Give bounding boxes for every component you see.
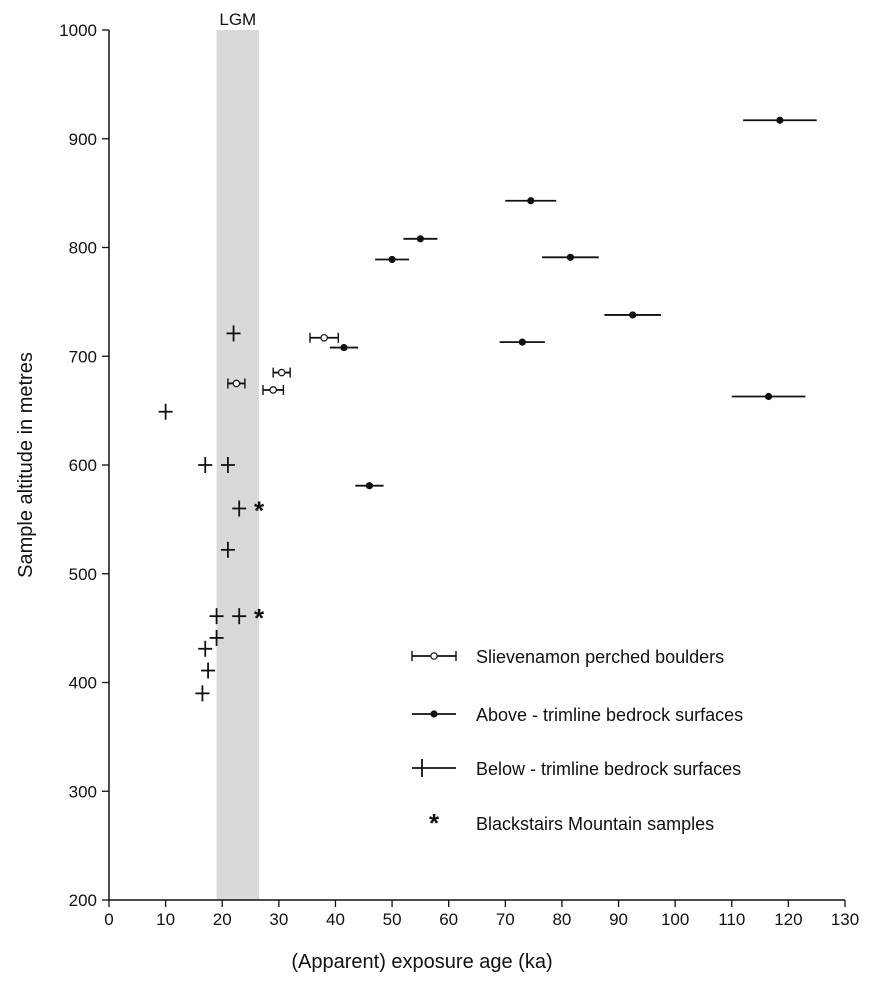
y-tick-label: 300 <box>69 782 97 801</box>
data-point <box>201 662 216 679</box>
data-point <box>505 197 557 205</box>
legend-label: Slievenamon perched boulders <box>476 647 724 667</box>
lgm-band-label: LGM <box>219 10 256 29</box>
legend-entry: Above - trimline bedrock surfaces <box>412 705 743 725</box>
open-circle-marker <box>320 333 328 342</box>
y-tick-label: 600 <box>69 456 97 475</box>
x-tick-label: 50 <box>383 910 402 929</box>
x-tick-label: 10 <box>156 910 175 929</box>
filled-dot-marker <box>430 710 438 718</box>
x-tick-label: 0 <box>104 910 113 929</box>
y-tick-label: 900 <box>69 130 97 149</box>
legend-entry: Slievenamon perched boulders <box>411 647 724 667</box>
data-point <box>329 343 359 352</box>
y-tick-label: 800 <box>69 239 97 258</box>
data-point: * <box>254 603 265 633</box>
filled-dot-marker <box>629 311 637 319</box>
legend-label: Blackstairs Mountain samples <box>476 814 714 834</box>
x-tick-label: 80 <box>552 910 571 929</box>
data-point <box>198 457 213 473</box>
data-point <box>375 255 410 264</box>
data-point <box>355 482 384 490</box>
series-open-circle-errorbar <box>227 332 339 395</box>
y-axis-title: Sample altitude in metres <box>15 352 37 578</box>
data-point <box>232 608 247 625</box>
filled-dot-marker <box>388 255 396 264</box>
series-filled-dot-errorbar <box>329 116 817 490</box>
filled-dot-marker <box>527 197 535 205</box>
legend-label: Above - trimline bedrock surfaces <box>476 705 743 725</box>
x-tick-label: 20 <box>213 910 232 929</box>
x-tick-label: 120 <box>774 910 802 929</box>
data-points: ** <box>158 116 817 702</box>
legend-entry: * Blackstairs Mountain samples <box>429 808 714 838</box>
data-point <box>220 457 235 473</box>
open-circle-marker <box>269 386 277 394</box>
open-circle-marker <box>430 652 438 660</box>
filled-dot-marker <box>776 116 784 124</box>
data-point <box>158 403 173 420</box>
x-tick-label: 40 <box>326 910 345 929</box>
asterisk-marker: * <box>429 808 440 838</box>
data-point <box>226 325 241 342</box>
legend-label: Below - trimline bedrock surfaces <box>476 759 741 779</box>
filled-dot-marker <box>340 343 348 352</box>
y-tick-label: 1000 <box>59 21 97 40</box>
data-point <box>309 332 339 343</box>
x-tick-label: 110 <box>718 910 745 929</box>
open-circle-marker <box>277 368 286 377</box>
filled-dot-marker <box>566 253 575 261</box>
data-point <box>209 629 224 646</box>
filled-dot-marker <box>365 482 374 490</box>
data-point <box>232 500 247 517</box>
data-point <box>743 116 817 124</box>
ticks: 0 10 20 30 40 50 60 70 80 90 100 110 120 130 200 300 400… <box>59 21 859 929</box>
x-tick-label: 30 <box>269 910 288 929</box>
data-point <box>220 541 235 558</box>
legend-entry: Below - trimline bedrock surfaces <box>412 759 741 779</box>
data-point: * <box>254 496 265 526</box>
lgm-band-layer: LGM <box>216 10 260 900</box>
x-tick-label: 90 <box>609 910 628 929</box>
filled-dot-marker <box>416 235 424 243</box>
asterisk-marker: * <box>254 603 265 633</box>
data-point <box>499 338 545 346</box>
open-circle-marker <box>232 379 241 388</box>
data-point <box>272 367 291 378</box>
y-tick-label: 500 <box>69 565 97 584</box>
filled-dot-marker <box>518 338 526 346</box>
filled-dot-marker <box>764 392 773 401</box>
x-tick-label: 130 <box>831 910 859 929</box>
y-tick-label: 200 <box>69 891 97 910</box>
data-point <box>604 311 661 319</box>
series-asterisk: ** <box>254 496 265 634</box>
series-plus <box>158 325 247 702</box>
x-tick-label: 70 <box>496 910 515 929</box>
data-point <box>731 392 806 401</box>
y-tick-label: 400 <box>69 674 97 693</box>
legend: Slievenamon perched boulders Above - trim… <box>411 647 743 838</box>
x-tick-label: 60 <box>439 910 458 929</box>
x-axis-title: (Apparent) exposure age (ka) <box>291 951 552 973</box>
asterisk-marker: * <box>254 496 265 526</box>
data-point <box>403 235 438 243</box>
y-tick-label: 700 <box>69 347 97 366</box>
data-point <box>262 384 285 395</box>
data-point <box>195 685 210 702</box>
x-tick-label: 100 <box>661 910 689 929</box>
data-point <box>542 253 599 261</box>
data-point <box>209 608 224 625</box>
data-point <box>198 640 213 657</box>
data-point <box>227 378 246 389</box>
